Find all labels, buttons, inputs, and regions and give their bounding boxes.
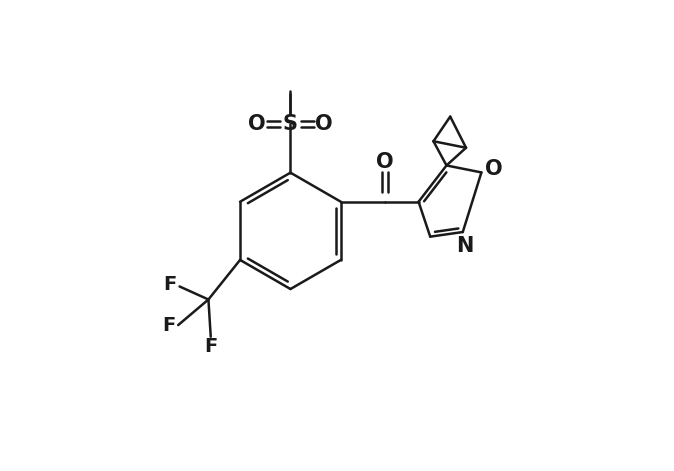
Text: F: F: [204, 338, 218, 357]
Text: O: O: [485, 159, 502, 179]
Text: N: N: [456, 236, 474, 256]
Text: O: O: [248, 114, 266, 134]
Text: F: F: [164, 275, 177, 293]
Text: S: S: [283, 114, 298, 134]
Text: O: O: [315, 114, 333, 134]
Text: F: F: [162, 316, 175, 334]
Text: O: O: [376, 152, 394, 172]
